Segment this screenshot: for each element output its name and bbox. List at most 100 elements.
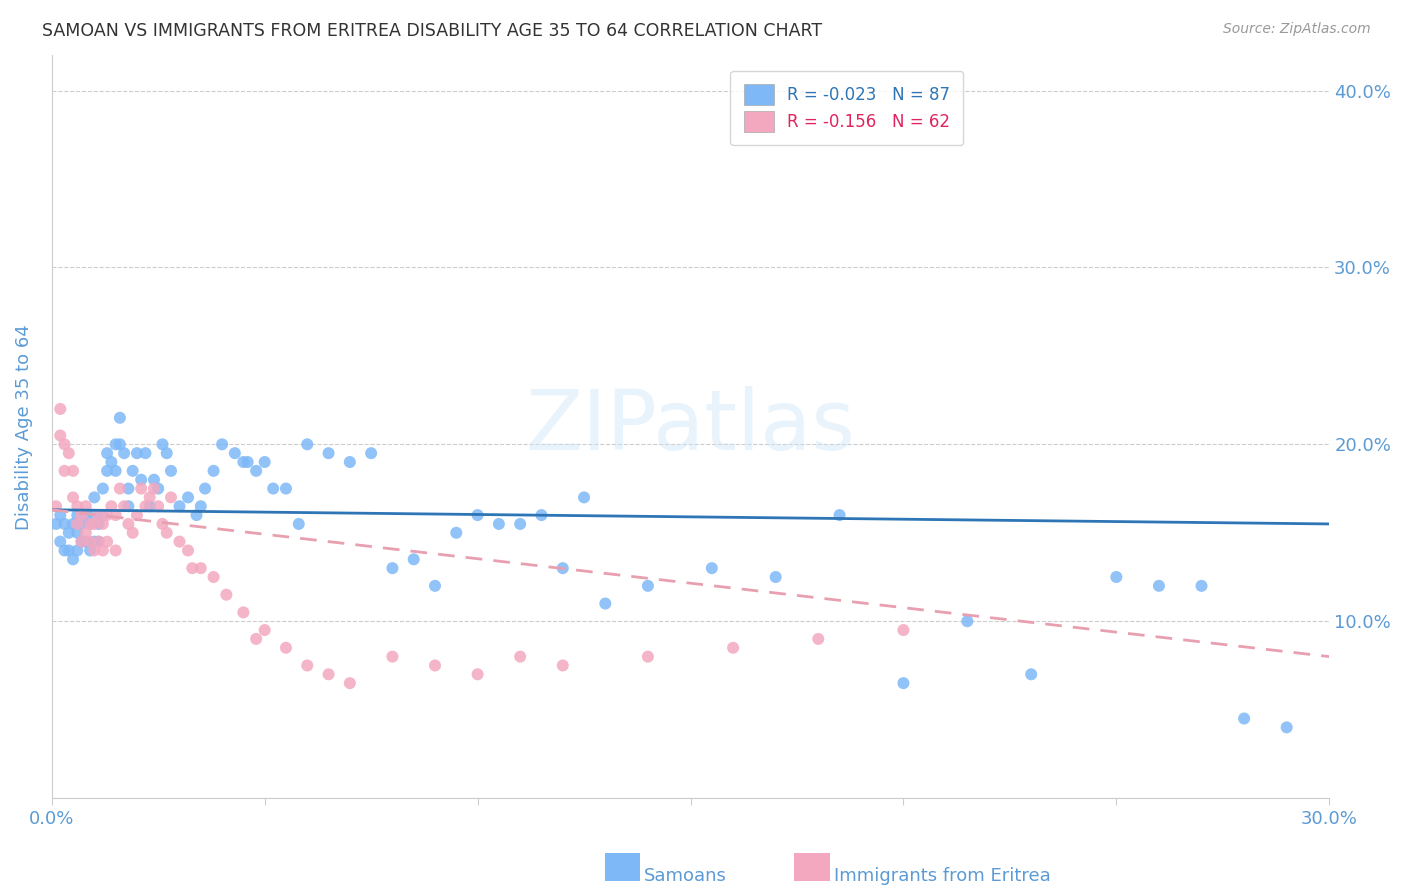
Point <box>121 464 143 478</box>
Point <box>45 516 67 531</box>
Point <box>83 543 105 558</box>
Point <box>79 543 101 558</box>
Point <box>142 473 165 487</box>
Point <box>186 508 208 522</box>
Point <box>381 649 404 664</box>
Point <box>211 437 233 451</box>
Point <box>828 508 851 522</box>
Point <box>160 464 183 478</box>
Point <box>287 516 309 531</box>
Point <box>121 525 143 540</box>
Point <box>148 482 170 496</box>
Point <box>91 482 114 496</box>
Point <box>83 516 105 531</box>
Point <box>49 508 72 522</box>
Point <box>721 640 744 655</box>
Point <box>253 455 276 469</box>
Point <box>49 534 72 549</box>
Point <box>160 491 183 505</box>
Point <box>66 516 89 531</box>
Point <box>253 623 276 637</box>
Point <box>152 437 174 451</box>
Point <box>117 500 139 514</box>
Point <box>79 516 101 531</box>
Point <box>700 561 723 575</box>
Point <box>62 464 84 478</box>
Point <box>49 428 72 442</box>
Point <box>142 482 165 496</box>
Y-axis label: Disability Age 35 to 64: Disability Age 35 to 64 <box>15 324 32 530</box>
Point <box>58 543 80 558</box>
Point <box>637 579 659 593</box>
Point <box>215 588 238 602</box>
Point <box>381 561 404 575</box>
Point <box>45 500 67 514</box>
Point <box>1275 720 1298 734</box>
Point <box>190 561 212 575</box>
Point <box>96 508 118 522</box>
Point <box>129 482 152 496</box>
Point <box>96 446 118 460</box>
Point <box>339 676 361 690</box>
Point <box>62 516 84 531</box>
Point <box>169 500 191 514</box>
Point <box>79 534 101 549</box>
Point <box>53 464 76 478</box>
Point <box>58 446 80 460</box>
Point <box>70 508 93 522</box>
Point <box>87 508 110 522</box>
Point <box>318 667 340 681</box>
Point <box>402 552 425 566</box>
Point <box>70 534 93 549</box>
Point <box>177 491 200 505</box>
Point <box>423 658 446 673</box>
Point <box>318 446 340 460</box>
Point <box>125 446 148 460</box>
Point <box>572 491 595 505</box>
Point <box>1233 712 1256 726</box>
Point <box>177 543 200 558</box>
Point <box>70 534 93 549</box>
Point <box>956 614 979 628</box>
Point <box>202 464 225 478</box>
Point <box>893 676 915 690</box>
Point <box>66 508 89 522</box>
Point <box>91 508 114 522</box>
Point <box>1147 579 1170 593</box>
Text: Samoans: Samoans <box>644 867 727 885</box>
Text: Source: ZipAtlas.com: Source: ZipAtlas.com <box>1223 22 1371 37</box>
Point <box>62 491 84 505</box>
Point <box>236 455 259 469</box>
Point <box>274 482 297 496</box>
Point <box>274 640 297 655</box>
Point <box>108 410 131 425</box>
Text: Immigrants from Eritrea: Immigrants from Eritrea <box>834 867 1050 885</box>
Point <box>232 606 254 620</box>
Point <box>893 623 915 637</box>
Point <box>530 508 553 522</box>
Point <box>104 508 127 522</box>
Point <box>53 437 76 451</box>
Point <box>551 658 574 673</box>
Point <box>138 500 160 514</box>
Point <box>488 516 510 531</box>
Point <box>87 534 110 549</box>
Point <box>595 597 617 611</box>
Point <box>245 464 267 478</box>
Point <box>138 491 160 505</box>
Point <box>129 473 152 487</box>
Point <box>134 500 156 514</box>
Point <box>83 534 105 549</box>
Point <box>75 534 97 549</box>
Point <box>96 464 118 478</box>
Point <box>1105 570 1128 584</box>
Text: ZIPatlas: ZIPatlas <box>526 386 855 467</box>
Point <box>70 516 93 531</box>
Point <box>75 508 97 522</box>
Point <box>66 543 89 558</box>
Point <box>202 570 225 584</box>
Point <box>53 543 76 558</box>
Point <box>96 534 118 549</box>
Point <box>83 491 105 505</box>
Point <box>339 455 361 469</box>
